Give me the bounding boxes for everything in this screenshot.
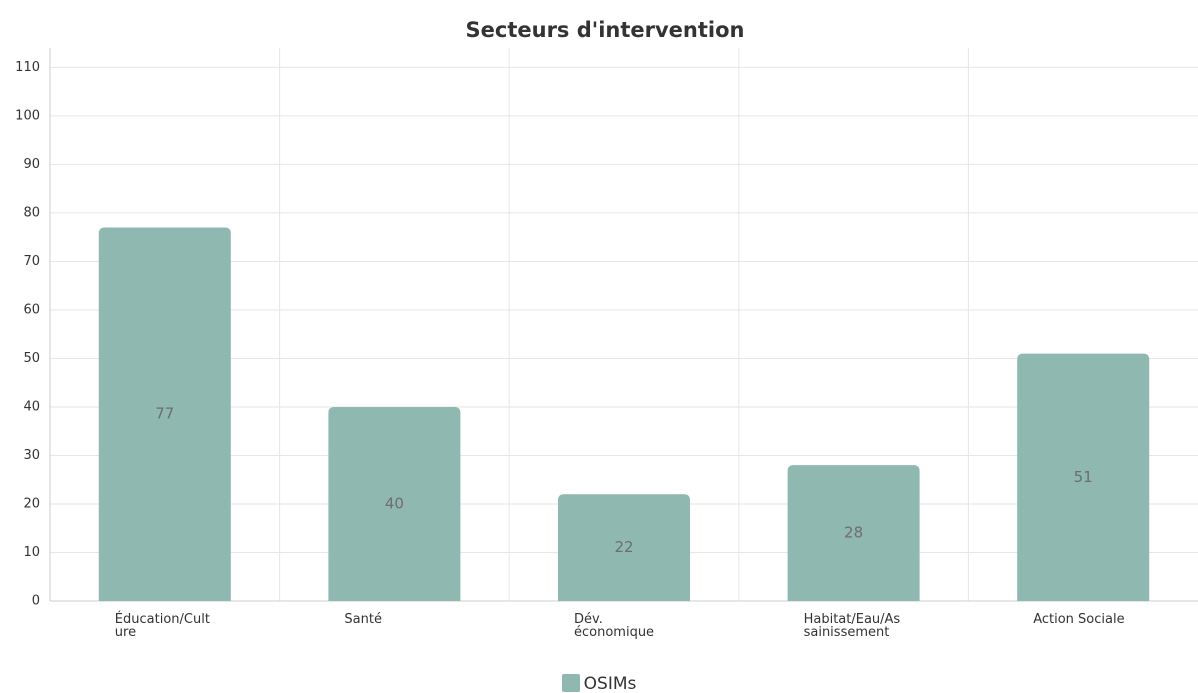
legend: OSIMs [0, 674, 1198, 693]
x-tick-label: Éducation/Culture [114, 612, 210, 640]
y-tick-label: 70 [23, 254, 40, 269]
legend-label: OSIMs [583, 674, 637, 693]
y-tick-label: 90 [23, 157, 40, 172]
y-tick-label: 10 [23, 545, 40, 560]
y-tick-label: 80 [23, 205, 40, 220]
value-label: 40 [385, 494, 404, 512]
value-label: 51 [1074, 468, 1093, 486]
bar [98, 227, 231, 601]
x-tick-label: Santé [344, 612, 382, 627]
x-tick-label: Dév. économique [574, 612, 655, 640]
bar [787, 465, 920, 601]
legend-swatch [561, 674, 580, 692]
x-tick-label: Habitat/Eau/Assainissement [803, 612, 901, 640]
bar [557, 494, 691, 601]
y-tick-label: 100 [15, 108, 40, 123]
value-label: 28 [844, 524, 863, 542]
bar [328, 406, 461, 601]
value-label: 22 [614, 538, 633, 556]
y-tick-label: 20 [23, 496, 40, 511]
x-tick-label: Action Sociale [1033, 612, 1125, 627]
y-tick-label: 30 [23, 448, 40, 463]
y-tick-label: 60 [23, 302, 40, 317]
y-tick-label: 110 [15, 60, 40, 75]
y-tick-label: 0 [32, 594, 40, 609]
y-tick-label: 50 [23, 351, 40, 366]
chart-title: Secteurs d'intervention [466, 18, 745, 42]
value-label: 77 [155, 405, 174, 423]
bar [1017, 353, 1150, 601]
y-tick-label: 40 [23, 399, 40, 414]
